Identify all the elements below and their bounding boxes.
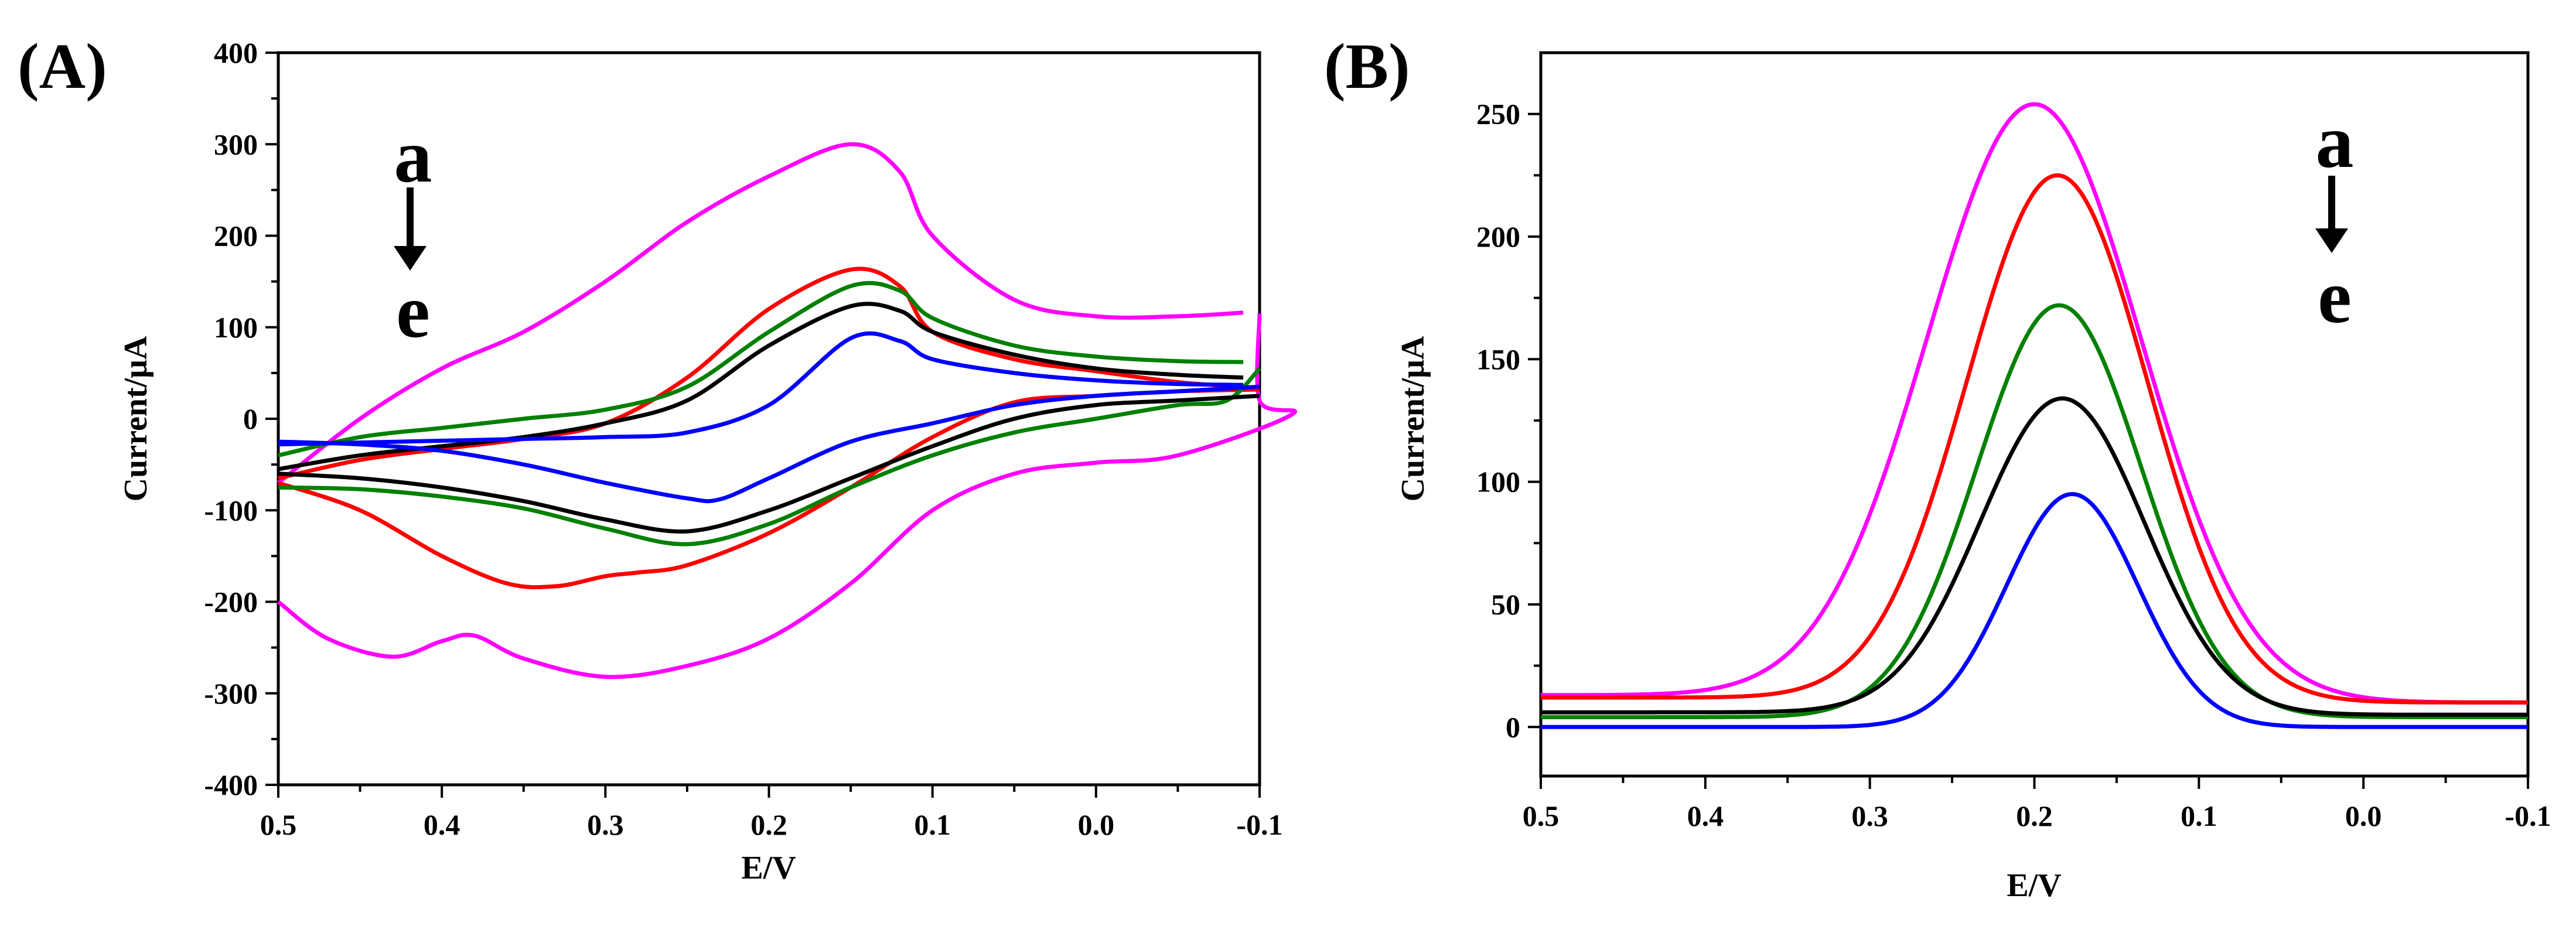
panel-a-annotation-bottom: e: [396, 269, 430, 354]
panel-a-arrow-head: [394, 246, 427, 271]
panel-b-y-tick-label: 200: [1476, 220, 1520, 253]
panel-a-series-d-reverse: [278, 394, 1260, 534]
panel-b-y-tick-label: 250: [1476, 98, 1520, 131]
panel-b-annotation-bottom: e: [2318, 255, 2352, 339]
panel-a-y-axis-title: Current/μA: [118, 336, 154, 501]
panel-b-x-tick-label: 0.5: [1523, 799, 1560, 832]
panel-b-y-tick-label: 100: [1476, 466, 1520, 498]
panel-b-series: [1540, 102, 2528, 729]
panel-a-ticks: 0.5 0.4 0.3 0.2 0.1 0.0 -0.1 400 300 200 100 0 -100 -…: [204, 36, 1282, 841]
panel-a-series-a-forward: [277, 142, 1244, 485]
panel-a-label: (A): [18, 30, 107, 102]
panel-b-y-tick-label: 50: [1491, 588, 1520, 621]
panel-b-x-tick-label: 0.1: [2181, 799, 2217, 832]
panel-b-y-axis-title: Current/μA: [1395, 336, 1431, 501]
panel-a-y-tick-label: 200: [214, 220, 258, 252]
panel-b-x-tick-label: -0.1: [2505, 799, 2551, 832]
panel-b-annotation-arrow: [2315, 176, 2348, 253]
panel-a-x-tick-label: 0.2: [750, 808, 787, 841]
panel-a-y-tick-label: 100: [214, 311, 258, 344]
panel-b-series-b: [1540, 173, 2528, 705]
panel-a-y-tick-label: 400: [214, 36, 258, 69]
panel-a-x-tick-label: -0.1: [1236, 808, 1282, 841]
panel-a-series: [277, 142, 1297, 679]
panel-a-x-tick-label: 0.0: [1078, 808, 1115, 841]
panel-b-label: (B): [1324, 30, 1410, 102]
panel-b-y-tick-label: 0: [1506, 710, 1520, 743]
panel-a-y-tick-label: 0: [243, 402, 258, 435]
panel-b-x-axis-title: E/V: [2007, 867, 2061, 904]
panel-a-x-tick-label: 0.5: [260, 808, 297, 841]
panel-a-series-e-forward: [278, 331, 1244, 447]
panel-b: (B) 0.5 0.4 0.3 0.2 0.1 0.0 -0.1 0 50 100 150 200 25…: [1324, 30, 2551, 904]
panel-a-series-a-reverse: [277, 313, 1297, 679]
panel-a-annotation-arrow: [394, 187, 427, 271]
panel-a-y-tick-label: -100: [204, 494, 258, 527]
panel-b-arrow-head: [2315, 228, 2348, 253]
panel-a-y-tick-label: -300: [204, 677, 258, 710]
panel-b-ticks: 0.5 0.4 0.3 0.2 0.1 0.0 -0.1 0 50 100 150 200 250: [1476, 98, 2551, 832]
panel-b-x-tick-label: 0.2: [2016, 799, 2053, 832]
panel-a-x-tick-label: 0.1: [914, 808, 951, 841]
panel-a-y-tick-label: -200: [204, 586, 258, 618]
panel-a-y-tick-label: 300: [214, 128, 258, 160]
panel-b-annotation-top: a: [2316, 100, 2354, 184]
panel-a-annotation-top: a: [394, 114, 432, 199]
panel-b-series-e: [1540, 492, 2528, 729]
panel-b-x-tick-label: 0.4: [1687, 799, 1724, 832]
panel-b-y-tick-label: 150: [1476, 343, 1520, 375]
panel-b-x-tick-label: 0.3: [1851, 799, 1888, 832]
panel-b-x-tick-label: 0.0: [2345, 799, 2382, 832]
panel-b-series-c: [1541, 303, 2528, 719]
panel-a-x-tick-label: 0.4: [424, 808, 460, 841]
panel-a-x-tick-label: 0.3: [587, 808, 624, 841]
panel-a: (A) 0.5 0.4 0.3 0.2 0.1 0.0 -0.1 400 300 200 100 0 -…: [18, 30, 1297, 886]
panel-a-x-axis-title: E/V: [741, 850, 796, 886]
panel-a-series-c-forward: [278, 281, 1244, 457]
panel-a-series-c-reverse: [278, 367, 1261, 546]
panel-a-series-b-forward: [278, 266, 1244, 481]
panel-a-series-b-reverse: [277, 387, 1260, 590]
panel-a-series-d-forward: [278, 302, 1244, 471]
panel-a-y-tick-label: -400: [204, 768, 258, 801]
panel-b-series-a: [1541, 102, 2528, 705]
panel-b-series-d: [1541, 396, 2528, 717]
panel-a-series-e-reverse: [278, 384, 1260, 504]
